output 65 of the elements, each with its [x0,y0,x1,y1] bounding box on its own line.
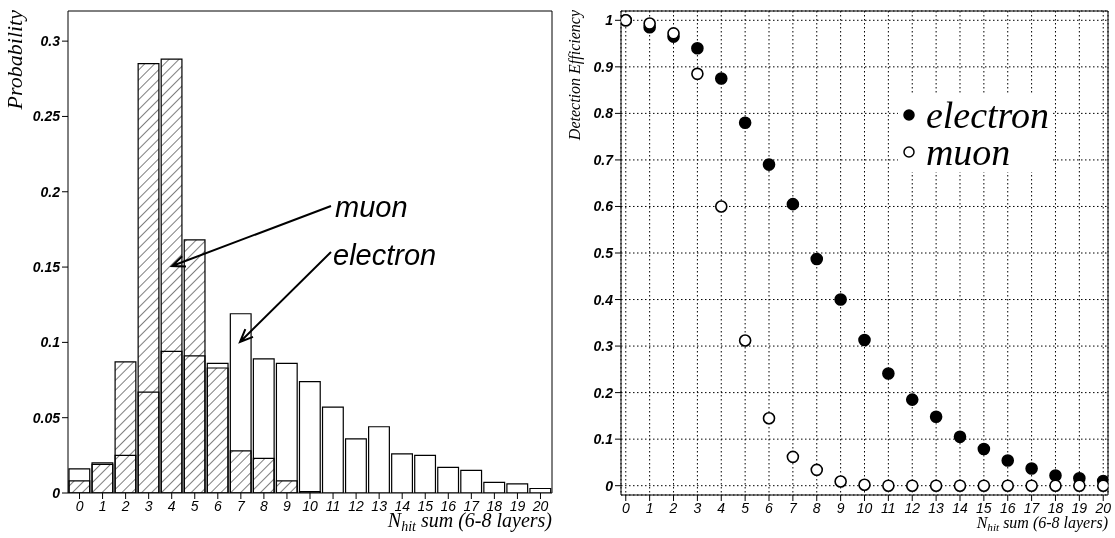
y-tick-label: 0.15 [32,259,61,276]
y-axis-title: Probability [2,9,27,111]
x-tick-label: 5 [190,497,199,514]
x-tick-label: 6 [765,499,774,516]
x-tick-label: 11 [881,499,896,516]
y-tick-label: 0.8 [593,105,614,122]
y-tick-label: 0.5 [593,244,614,261]
annotation: electron [333,239,437,271]
x-tick-label: 1 [98,497,107,514]
y-tick-label: 0.6 [593,198,614,215]
x-tick-label: 3 [144,497,153,514]
x-tick-label: 2 [668,499,678,516]
x-tick-label: 8 [260,497,269,514]
x-tick-label: 12 [904,499,921,516]
x-tick-label: 18 [486,497,503,514]
x-tick-label: 15 [976,499,992,516]
x-tick-label: 17 [1023,499,1041,516]
x-tick-label: 18 [1047,499,1064,516]
y-tick-label: 0.3 [593,338,614,355]
x-tick-label: 1 [645,499,654,516]
x-tick-label: 10 [856,499,873,516]
y-tick-label: 0 [605,477,614,494]
x-tick-label: 15 [417,497,434,514]
x-tick-label: 10 [302,497,318,514]
y-tick-label: 0.2 [593,384,614,401]
x-tick-label: 7 [788,499,798,516]
y-tick-label: 0.05 [32,409,61,426]
y-axis-title: Detection Efficiency [566,9,584,142]
x-tick-label: 14 [952,499,968,516]
x-tick-label: 13 [371,497,388,514]
x-tick-label: 3 [693,499,702,516]
x-tick-label: 19 [1071,499,1088,516]
y-tick-label: 1 [605,12,614,29]
x-axis-title: N$_{hit}$ sum (6-8 layers) [975,514,1108,534]
x-tick-label: 4 [717,499,726,516]
x-tick-label: 5 [741,499,750,516]
y-tick-label: 0.4 [593,291,614,308]
x-tick-label: 12 [348,497,365,514]
y-tick-label: 0.25 [32,108,61,125]
x-tick-label: 0 [621,499,630,516]
annotation: muon [335,191,408,223]
y-tick-label: 0.7 [593,151,615,168]
y-tick-label: 0.1 [593,431,614,448]
x-tick-label: 6 [213,497,222,514]
y-tick-label: 0.3 [40,33,61,50]
x-tick-label: 16 [999,499,1016,516]
x-tick-label: 4 [167,497,176,514]
y-tick-label: 0.2 [40,183,61,200]
x-tick-label: 17 [463,497,481,514]
x-tick-label: 0 [75,497,84,514]
x-tick-label: 16 [440,497,457,514]
x-tick-label: 13 [928,499,945,516]
x-tick-label: 19 [509,497,526,514]
x-tick-label: 11 [325,497,341,514]
x-tick-label: 8 [812,499,821,516]
x-tick-label: 9 [283,497,292,514]
y-tick-label: 0.1 [40,334,61,351]
y-tick-label: 0.9 [593,58,614,75]
x-tick-label: 9 [836,499,845,516]
x-tick-label: 14 [394,497,411,514]
x-tick-label: 7 [236,497,246,514]
x-tick-label: 20 [531,497,549,514]
x-tick-label: 20 [1094,499,1112,516]
y-tick-label: 0 [52,484,61,501]
x-tick-label: 2 [120,497,130,514]
